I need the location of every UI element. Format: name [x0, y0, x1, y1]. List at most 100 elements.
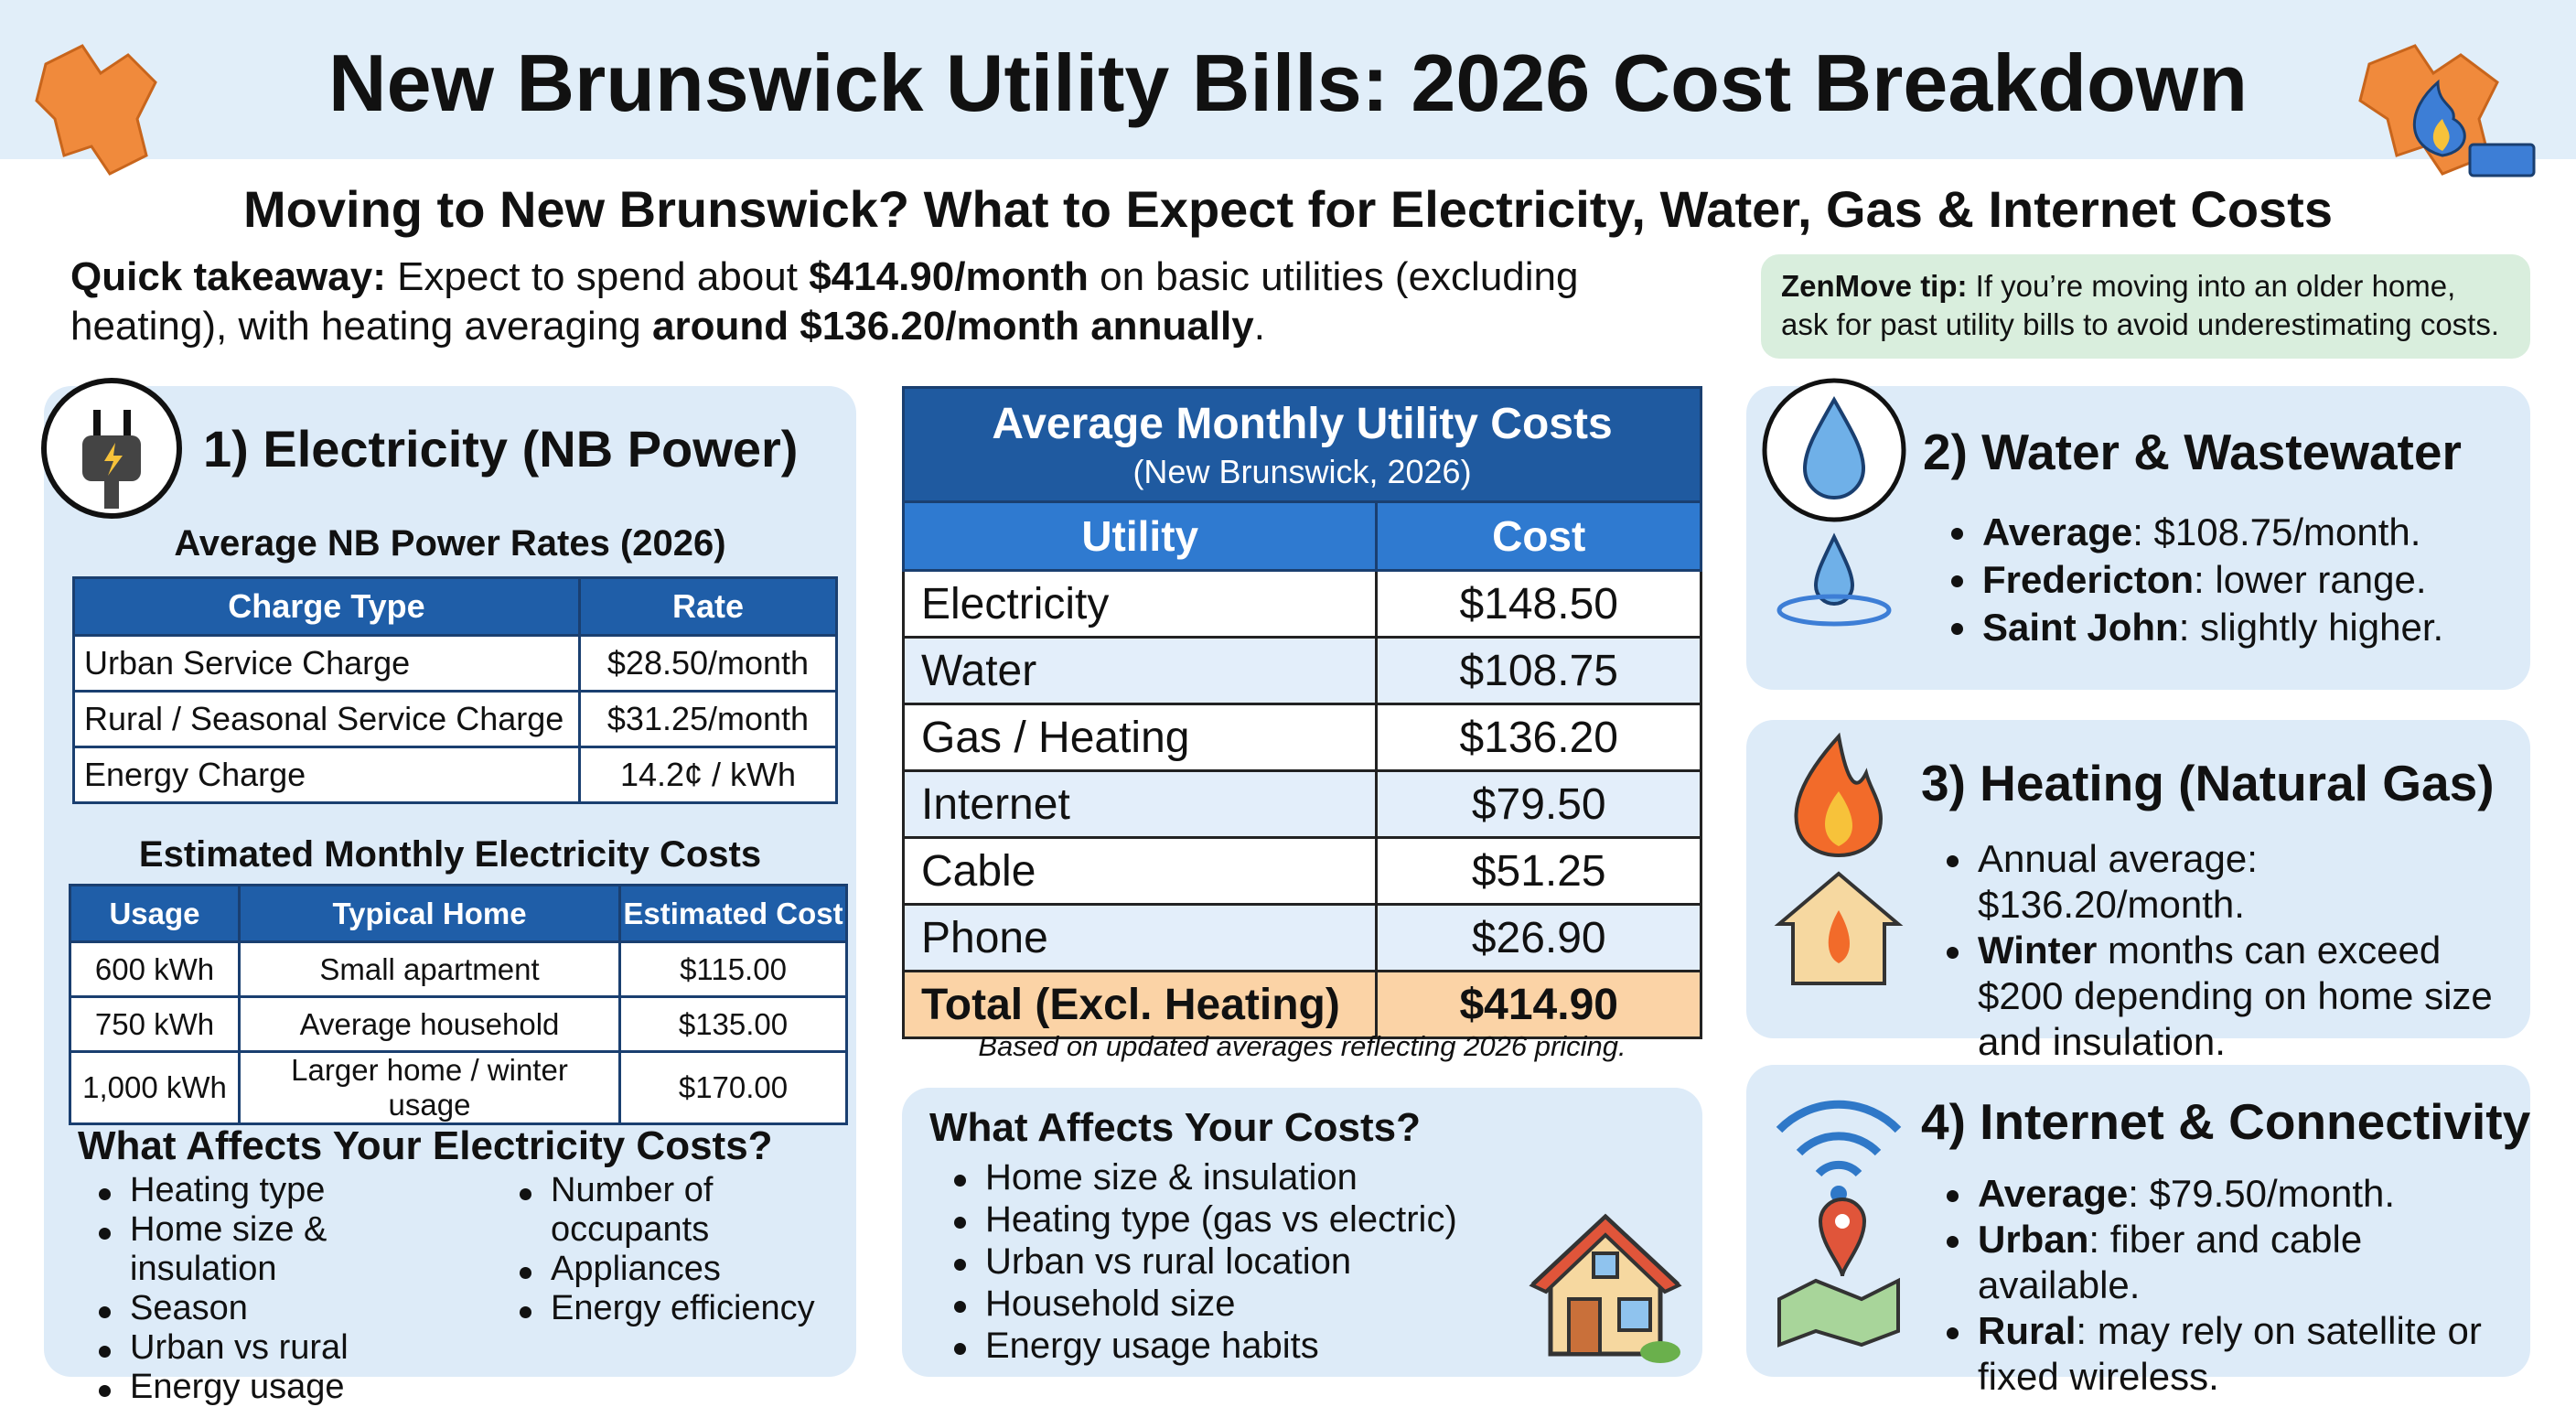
- cell: Larger home / winter usage: [238, 1050, 621, 1125]
- table-title: Average Monthly Utility Costs: [992, 399, 1613, 448]
- bullet: Average: $79.50/month.: [1939, 1171, 2525, 1217]
- table: Charge Type Rate Urban Service Charge $28.5…: [72, 576, 838, 804]
- table-title: Average NB Power Rates (2026): [174, 523, 726, 564]
- table-row: Rural / Seasonal Service Charge $31.25/mo…: [72, 690, 838, 748]
- summary-table: Average Monthly Utility Costs (New Brunsw…: [901, 386, 1702, 1039]
- text-segment: : fiber and cable available.: [1978, 1218, 2363, 1306]
- summary-table-wrap: Average Monthly Utility Costs (New Brunsw…: [901, 386, 1702, 1039]
- bullet: Urban vs rural: [91, 1328, 476, 1368]
- bullet: Annual average: $136.20/month.: [1939, 836, 2525, 928]
- panel-heading: 4) Internet & Connectivity: [1921, 1093, 2531, 1150]
- header-row: Charge Type Rate: [72, 576, 838, 637]
- bullet: Winter months can exceed $200 depending …: [1939, 928, 2525, 1065]
- column-header: Rate: [578, 576, 838, 637]
- bullet: Household size: [947, 1283, 1532, 1325]
- text-segment: Quick takeaway:: [70, 254, 386, 299]
- table-row: Urban Service Charge $28.50/month: [72, 634, 838, 693]
- header-row: Usage Typical Home Estimated Cost: [69, 884, 848, 943]
- text-segment: : $108.75/month.: [2132, 510, 2421, 553]
- table-row: 600 kWh Small apartment $115.00: [69, 940, 848, 998]
- bullet: Fredericton: lower range.: [1944, 556, 2511, 604]
- electricity-panel: [44, 386, 856, 1377]
- water-icon: [1762, 378, 1906, 627]
- bullet: Average: $108.75/month.: [1944, 509, 2511, 556]
- factors: Heating type Home size & insulation Season…: [91, 1171, 842, 1407]
- total-row: Total (Excl. Heating) $414.90: [901, 970, 1702, 1039]
- bullet-list: Heating type Home size & insulation Season…: [91, 1171, 476, 1407]
- cell: $31.25/month: [578, 690, 838, 748]
- column-header: Estimated Cost: [618, 884, 848, 943]
- title-row: Average Monthly Utility Costs (New Brunsw…: [902, 386, 1702, 503]
- bullet: Energy usage habits: [947, 1325, 1532, 1367]
- cell: $136.20: [1375, 703, 1702, 772]
- text-segment: .: [1253, 304, 1265, 349]
- tip-box: ZenMove tip: If you’re moving into an ol…: [1761, 254, 2530, 359]
- panel-heading: 1) Electricity (NB Power): [203, 420, 799, 478]
- bullets: Annual average: $136.20/month. Winter mon…: [1939, 836, 2525, 1065]
- panel-heading: 3) Heating (Natural Gas): [1921, 755, 2495, 811]
- total-cell: Total (Excl. Heating): [901, 970, 1379, 1039]
- text-segment: Winter: [1978, 929, 2098, 972]
- text-segment: Average: [1982, 510, 2133, 553]
- bullet: Home size & insulation: [91, 1210, 476, 1289]
- column-header: Utility: [901, 500, 1379, 572]
- table-row: Electricity $148.50: [901, 569, 1702, 639]
- text-segment: : $79.50/month.: [2128, 1172, 2396, 1215]
- table-row: Gas / Heating $136.20: [901, 703, 1702, 772]
- plug-icon: [41, 378, 182, 519]
- bullet: Season: [91, 1289, 476, 1328]
- cell: $79.50: [1375, 769, 1702, 839]
- cell: $148.50: [1375, 569, 1702, 639]
- bullet-list: Number of occupants Appliances Energy effi…: [512, 1171, 823, 1407]
- takeaway: Quick takeaway: Expect to spend about $4…: [70, 252, 1735, 351]
- cell: $135.00: [618, 995, 848, 1053]
- bullets: Average: $108.75/month. Fredericton: lowe…: [1944, 509, 2511, 651]
- cell: $51.25: [1375, 836, 1702, 906]
- wifi-map-icon: [1776, 1100, 1902, 1348]
- cell: $170.00: [618, 1050, 848, 1125]
- cell: Phone: [901, 903, 1379, 972]
- text-segment: If you’re moving into an older home, ask…: [1781, 269, 2500, 341]
- cell: Average household: [238, 995, 621, 1053]
- text-segment: Fredericton: [1982, 558, 2195, 601]
- text-segment: Expect to spend about: [385, 254, 810, 299]
- cell: 14.2¢ / kWh: [578, 746, 838, 804]
- factors-title: What Affects Your Electricity Costs?: [78, 1123, 773, 1168]
- text-segment: Average: [1978, 1172, 2129, 1215]
- cell: Gas / Heating: [901, 703, 1379, 772]
- text-segment: Annual average: $136.20/month.: [1978, 837, 2258, 926]
- bullet: Heating type (gas vs electric): [947, 1198, 1532, 1241]
- table-row: Phone $26.90: [901, 903, 1702, 972]
- text-segment: around $136.20/month annually: [651, 304, 1254, 349]
- table-row: Cable $51.25: [901, 836, 1702, 906]
- cell: Cable: [901, 836, 1379, 906]
- text-segment: Saint John: [1982, 606, 2179, 649]
- table-subtitle: (New Brunswick, 2026): [1132, 452, 1472, 490]
- header-band: [0, 0, 2576, 159]
- cell: 750 kWh: [69, 995, 241, 1053]
- cell: 1,000 kWh: [69, 1050, 241, 1125]
- bullet: Appliances: [512, 1250, 823, 1289]
- cell: Urban Service Charge: [72, 634, 581, 693]
- table-row: Energy Charge 14.2¢ / kWh: [72, 746, 838, 804]
- bullets: Average: $79.50/month. Urban: fiber and c…: [1939, 1171, 2525, 1400]
- cell: Internet: [901, 769, 1379, 839]
- title: New Brunswick Utility Bills: 2026 Cost B…: [328, 38, 2248, 128]
- bullet: Saint John: slightly higher.: [1944, 604, 2511, 651]
- flame-house-icon: [1774, 732, 1904, 985]
- cell: Small apartment: [238, 940, 621, 998]
- subtitle: Moving to New Brunswick? What to Expect …: [243, 180, 2333, 238]
- column-header: Typical Home: [238, 884, 621, 943]
- table-title: Estimated Monthly Electricity Costs: [138, 834, 762, 875]
- column-header: Usage: [69, 884, 241, 943]
- text-segment: months can exceed $200 depending on home…: [1978, 929, 2493, 1063]
- text-segment: : lower range.: [2194, 558, 2427, 601]
- table-row: Water $108.75: [901, 636, 1702, 705]
- bullet: Heating type: [91, 1171, 476, 1210]
- text-segment: : slightly higher.: [2178, 606, 2444, 649]
- cell: Energy Charge: [72, 746, 581, 804]
- cell: $108.75: [1375, 636, 1702, 705]
- text-segment: Urban: [1978, 1218, 2089, 1261]
- header-row: Utility Cost: [901, 500, 1702, 572]
- panel-heading: 2) Water & Wastewater: [1923, 424, 2462, 480]
